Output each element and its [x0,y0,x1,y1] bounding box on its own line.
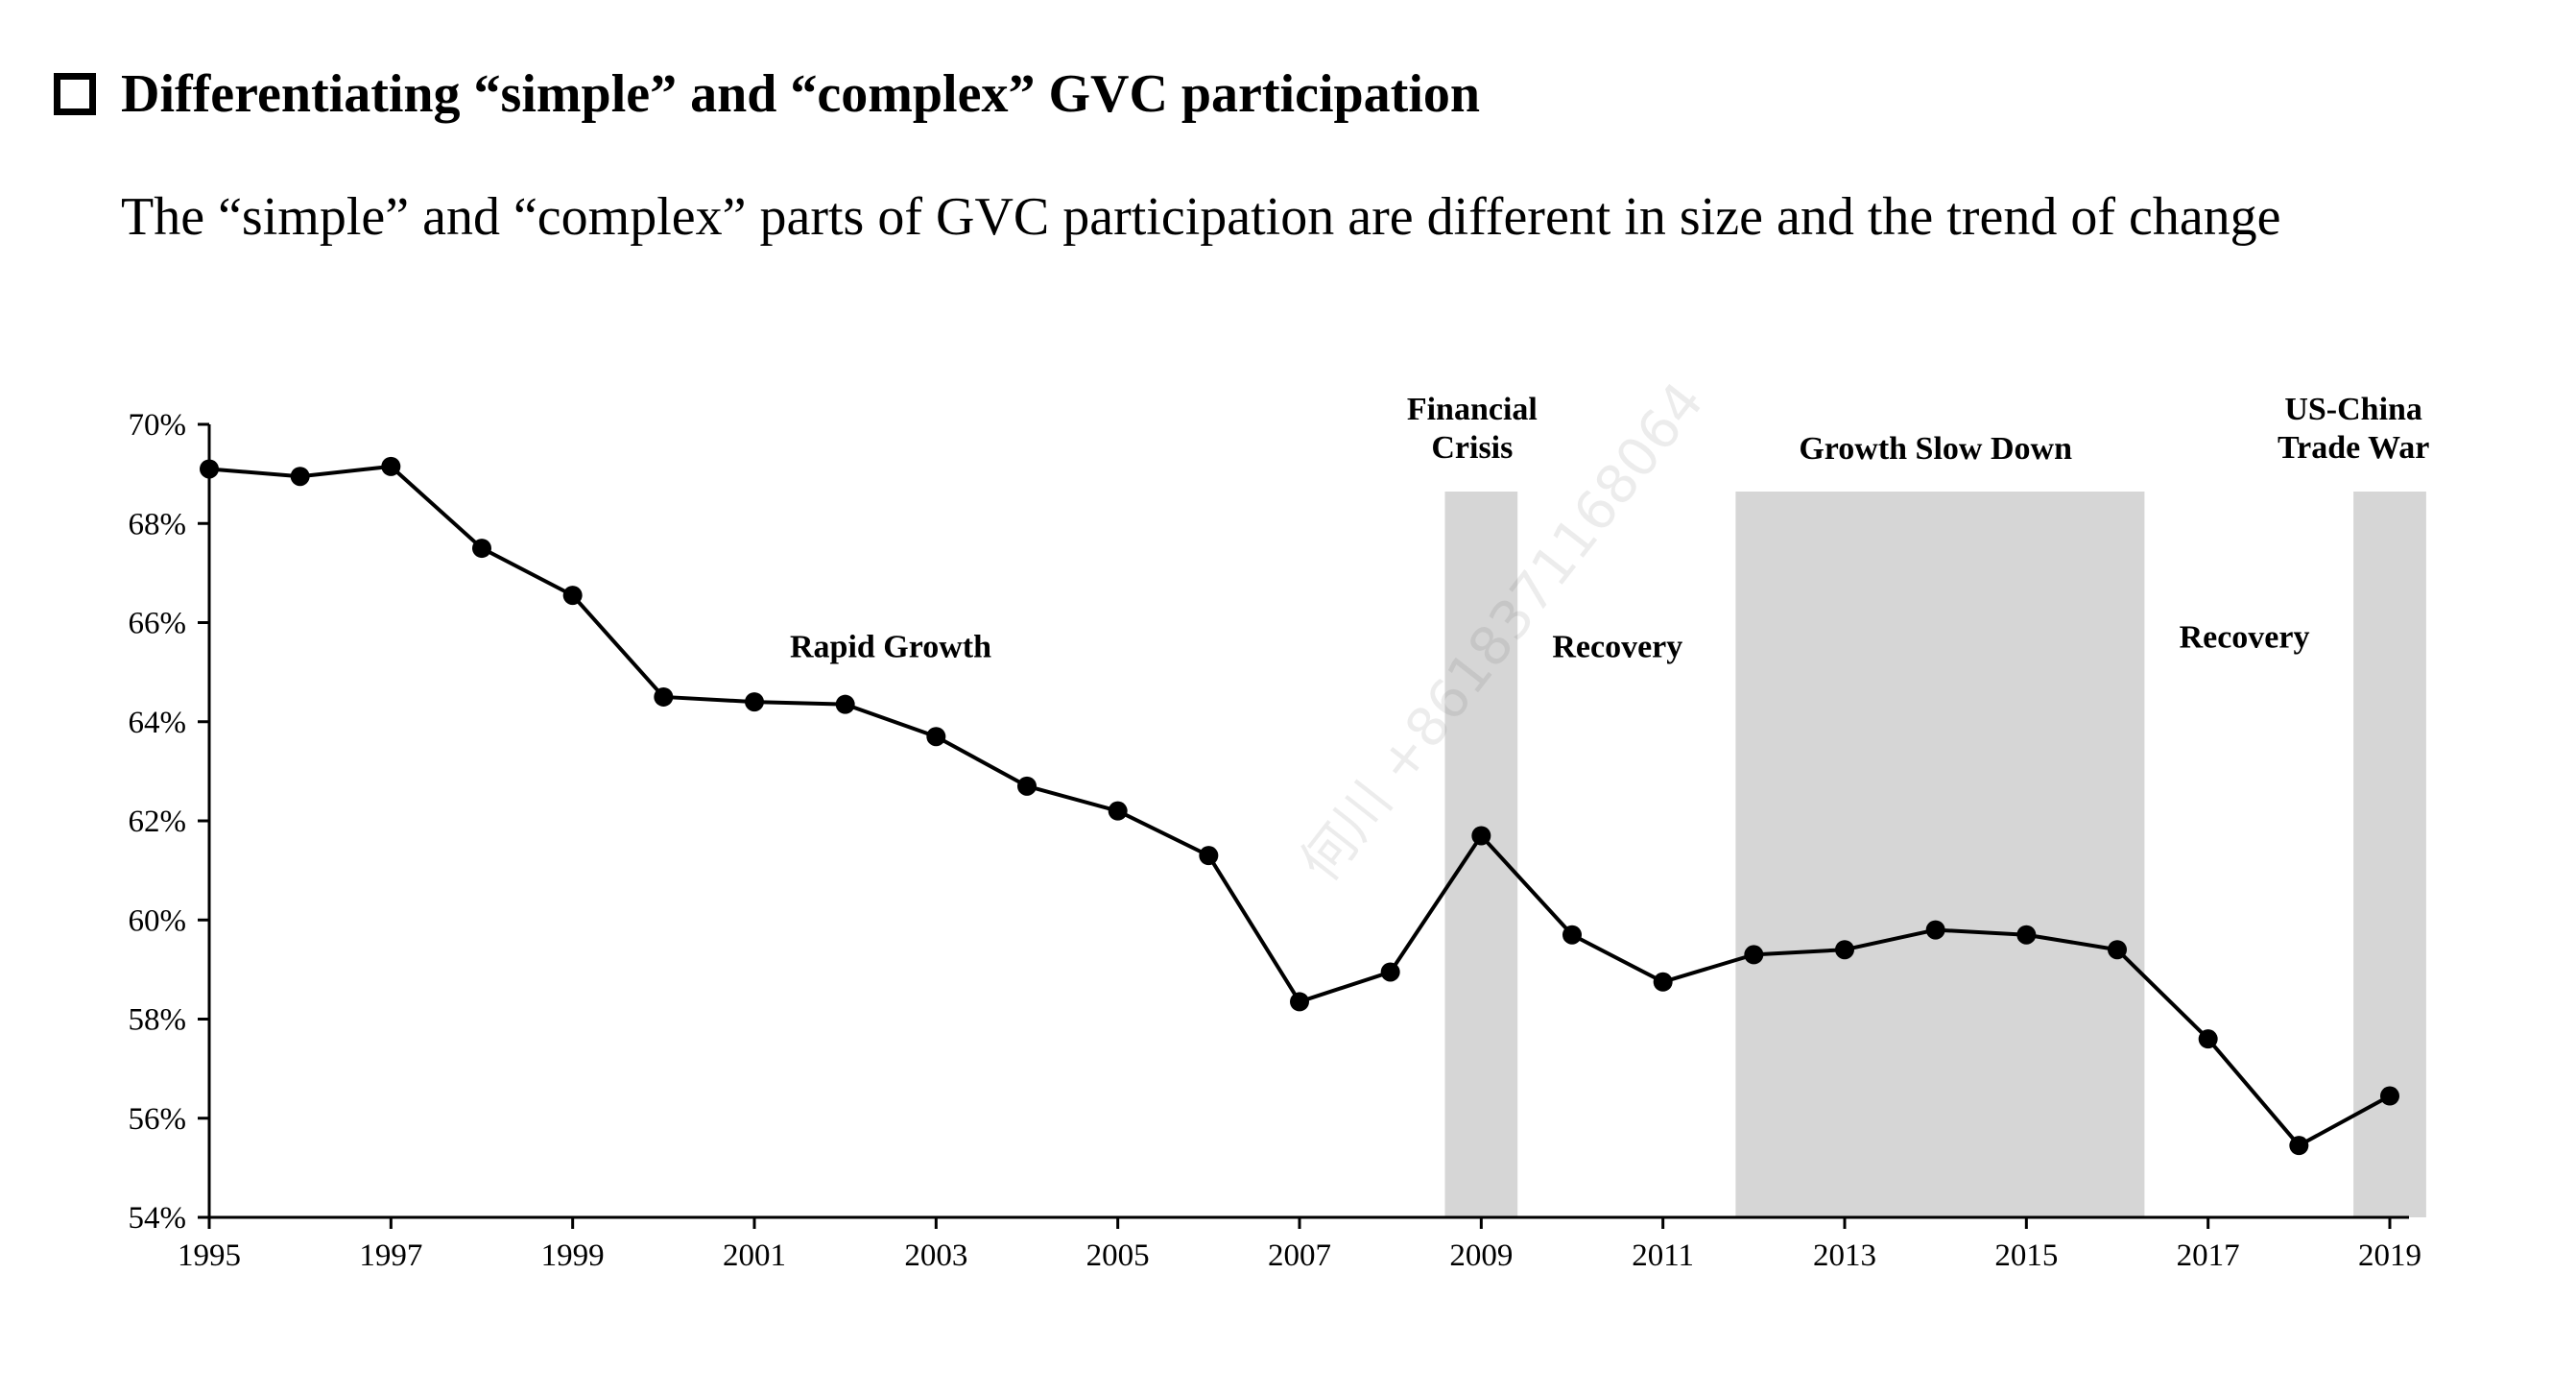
x-tick-label: 2015 [1994,1238,2058,1273]
data-point-1997 [381,456,401,476]
slide-heading: Differentiating “simple” and “complex” G… [121,64,1481,124]
y-tick-label: 58% [129,1003,187,1038]
y-tick-label: 56% [129,1102,187,1137]
x-tick-label: 2019 [2358,1238,2421,1273]
period-label-recovery-2: Recovery [2180,619,2310,655]
shaded-period-financial-crisis [1444,492,1518,1217]
period-label-line: Financial [1407,392,1538,427]
data-point-2012 [1744,945,1764,965]
slide-subtitle: The “simple” and “complex” parts of GVC … [121,187,2281,247]
x-tick-label: 2005 [1086,1238,1150,1273]
period-label-line: Recovery [2180,619,2310,655]
heading-row: Differentiating “simple” and “complex” G… [54,67,1480,121]
y-tick-label: 62% [129,805,187,839]
period-label-line: US-China [2284,392,2422,427]
period-label-line: Recovery [1552,630,1682,665]
x-tick-label: 2003 [904,1238,967,1273]
data-point-2008 [1380,962,1400,982]
x-tick-label: 1997 [359,1238,422,1273]
y-tick-label: 70% [129,408,187,443]
period-label-line: Trade War [2278,430,2429,466]
data-point-2004 [1017,776,1037,796]
data-point-2017 [2198,1029,2218,1049]
x-tick-label: 2011 [1632,1238,1694,1273]
y-tick-label: 60% [129,903,187,938]
data-point-1995 [200,459,219,479]
data-point-2001 [745,692,764,712]
period-label-line: Rapid Growth [790,630,991,665]
axis-layer: 54% 56% 58% 60% 62% 64% 66% 68% 70% 1995 1997 1999 2… [129,408,2422,1273]
data-point-1998 [472,539,491,559]
y-tick-label: 68% [129,507,187,541]
data-point-2013 [1835,940,1854,960]
shaded-period-growth-slow-down [1735,492,2145,1217]
data-point-2014 [1925,920,1945,940]
data-point-1999 [562,586,583,606]
data-point-2018 [2289,1136,2309,1156]
period-label-growth-slow-down: Growth Slow Down [1799,431,2072,467]
period-label-rapid-growth: Rapid Growth [790,630,991,665]
x-tick-label: 2009 [1449,1238,1513,1273]
period-label-recovery-1: Recovery [1552,630,1682,665]
data-point-2016 [2108,940,2127,960]
y-tick-label: 54% [129,1201,187,1236]
shading-layer [1444,492,2426,1217]
x-tick-label: 2007 [1268,1238,1331,1273]
data-point-2009 [1471,826,1491,846]
checkbox-icon [54,73,96,115]
data-point-2010 [1562,925,1582,945]
x-tick-label: 1995 [178,1238,241,1273]
x-tick-label: 2017 [2177,1238,2240,1273]
data-point-2005 [1108,801,1128,821]
data-point-2000 [654,686,674,707]
x-tick-label: 2013 [1813,1238,1876,1273]
data-point-2002 [835,694,855,714]
period-label-financial-crisis: Financial Crisis [1407,392,1538,466]
x-tick-label: 2001 [723,1238,786,1273]
data-point-2007 [1290,992,1309,1012]
data-point-2011 [1653,972,1673,992]
label-layer: Rapid Growth Financial Crisis Recovery Growt… [790,392,2429,665]
data-point-2015 [2016,925,2037,945]
period-label-us-china-trade-war: US-China Trade War [2278,392,2429,466]
data-point-2003 [926,727,946,747]
data-point-1996 [290,467,310,487]
data-point-2019 [2380,1086,2399,1106]
x-tick-label: 1999 [541,1238,605,1273]
line-layer [200,456,2399,1156]
y-tick-label: 66% [129,607,187,641]
y-tick-label: 64% [129,706,187,740]
period-label-line: Crisis [1431,430,1513,466]
period-label-line: Growth Slow Down [1799,431,2072,467]
data-point-2006 [1199,846,1219,866]
